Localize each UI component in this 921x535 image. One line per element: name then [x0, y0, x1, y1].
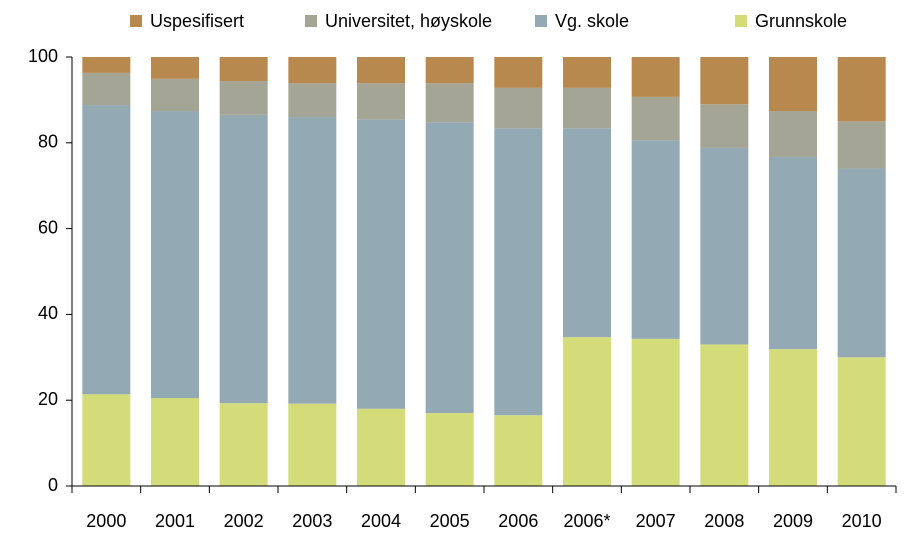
bar-segment: [357, 83, 405, 120]
y-tick-label: 40: [38, 303, 58, 323]
bar-segment: [357, 119, 405, 409]
x-tick-label: 2007: [636, 511, 676, 530]
x-tick-label: 2001: [155, 511, 195, 530]
legend-label: Universitet, høyskole: [325, 11, 492, 31]
bar-segment: [151, 111, 199, 399]
bar-segment: [219, 403, 268, 486]
x-tick-label: 2002: [224, 511, 264, 530]
bar-segment: [219, 57, 268, 82]
bar-segment: [219, 81, 268, 115]
bar-segment: [631, 338, 680, 486]
bar-segment: [82, 394, 131, 486]
bar-segment: [563, 57, 611, 88]
bar-segment: [288, 83, 337, 118]
bar-segment: [494, 128, 543, 416]
bar-segment: [563, 337, 611, 486]
bar-segment: [700, 147, 749, 345]
bar-segment: [288, 117, 337, 404]
x-tick-label: 2008: [704, 511, 744, 530]
bar-segment: [425, 57, 474, 84]
x-tick-label: 2000: [86, 511, 126, 530]
legend-swatch: [535, 15, 547, 27]
legend-label: Uspesifisert: [150, 11, 244, 31]
bar-segment: [425, 413, 474, 486]
y-tick-label: 0: [48, 475, 58, 495]
y-tick-label: 60: [38, 217, 58, 237]
bar-segment: [769, 57, 817, 112]
bar-segment: [837, 57, 886, 122]
bar-segment: [288, 403, 337, 486]
bar-segment: [700, 57, 749, 105]
bar-segment: [425, 122, 474, 414]
bar-segment: [151, 57, 199, 79]
bar-segment: [837, 357, 886, 486]
bar-segment: [769, 349, 817, 486]
bar-segment: [563, 87, 611, 129]
bar-segment: [357, 57, 405, 84]
bar-segment: [151, 78, 199, 112]
x-tick-label: 2009: [773, 511, 813, 530]
legend-swatch: [735, 15, 747, 27]
bar-segment: [494, 415, 543, 486]
x-tick-label: 2003: [292, 511, 332, 530]
bar-segment: [357, 408, 405, 486]
bar-segment: [700, 344, 749, 486]
bar-segment: [151, 398, 199, 486]
legend-swatch: [305, 15, 317, 27]
x-tick-label: 2005: [430, 511, 470, 530]
y-tick-label: 100: [28, 46, 58, 66]
bar-segment: [494, 57, 543, 88]
x-tick-label: 2006*: [563, 511, 610, 530]
y-tick-label: 20: [38, 389, 58, 409]
bar-segment: [631, 96, 680, 141]
bar-segment: [631, 57, 680, 97]
bar-segment: [700, 104, 749, 148]
bar-segment: [631, 140, 680, 339]
bar-segment: [837, 121, 886, 169]
bar-segment: [769, 111, 817, 157]
bar-segment: [82, 72, 131, 106]
bar-segment: [425, 83, 474, 123]
y-tick-label: 80: [38, 132, 58, 152]
bar-segment: [494, 87, 543, 129]
legend-label: Grunnskole: [755, 11, 847, 31]
bar-segment: [219, 114, 268, 404]
legend-label: Vg. skole: [555, 11, 629, 31]
bar-segment: [82, 57, 131, 73]
bar-segment: [563, 128, 611, 338]
bar-segment: [837, 168, 886, 358]
bar-segment: [288, 57, 337, 84]
x-tick-label: 2004: [361, 511, 401, 530]
x-tick-label: 2006: [498, 511, 538, 530]
bar-segment: [769, 156, 817, 350]
bar-segment: [82, 105, 131, 395]
legend-swatch: [130, 15, 142, 27]
x-tick-label: 2010: [842, 511, 882, 530]
